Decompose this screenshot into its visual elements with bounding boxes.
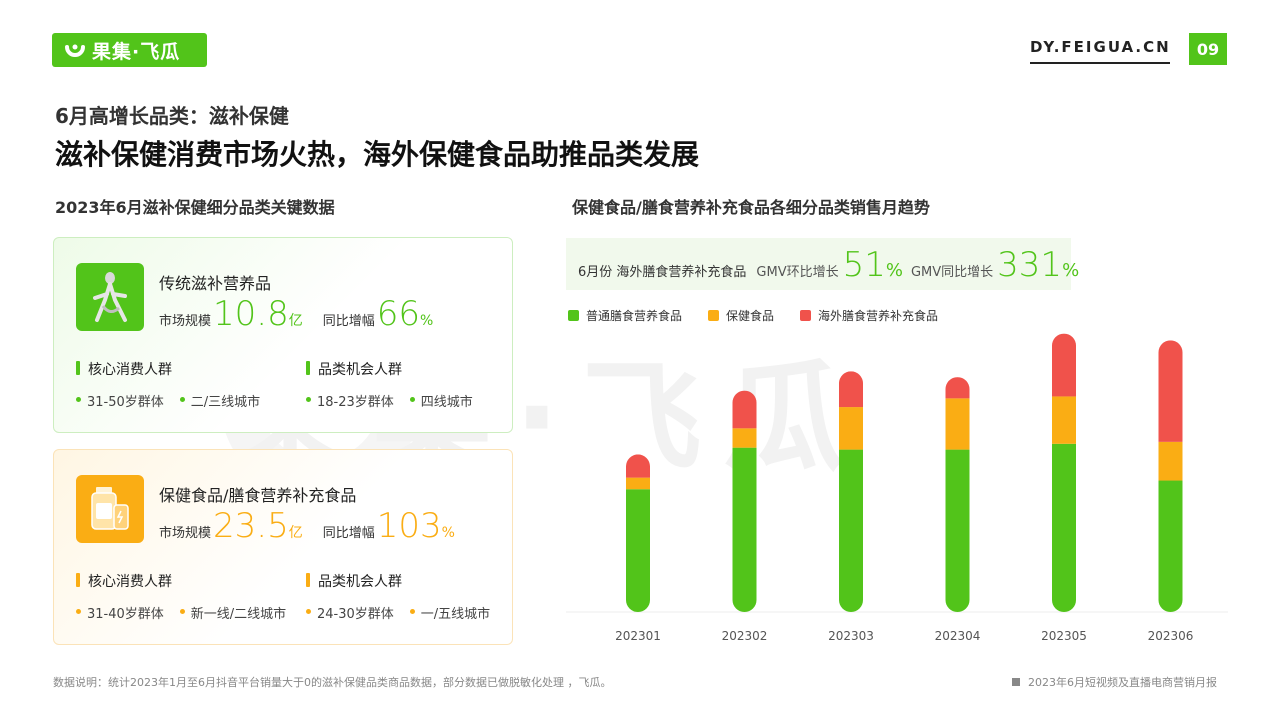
brand-logo[interactable]: 果集·飞瓜 — [52, 33, 207, 67]
growth-value: 103 — [376, 506, 442, 546]
tag: 一/五线城市 — [409, 603, 490, 622]
bar-stack-202301 — [626, 454, 650, 612]
tag: 18-23岁群体 — [306, 391, 394, 410]
growth-label: 同比增幅 — [322, 314, 375, 329]
chart-title: 保健食品/膳食营养补充食品各细分品类销售月趋势 — [572, 198, 930, 217]
bar-202301-series-0 — [626, 489, 650, 612]
page-number: 09 — [1189, 33, 1227, 65]
bar-202303-series-1 — [839, 407, 863, 450]
core-consumer-tags: 31-40岁群体 新一线/二线城市 — [76, 603, 302, 622]
opportunity-consumer-title: 品类机会人群 — [306, 571, 402, 591]
legend-swatch — [568, 310, 579, 321]
category-card-supplements: 保健食品/膳食营养补充食品 市场规模 23.5 亿 同比增幅 103 % 核心消… — [53, 449, 513, 645]
bar-202305-series-2 — [1052, 333, 1076, 397]
card-metrics: 市场规模 23.5 亿 同比增幅 103 % — [159, 506, 475, 546]
chart-legend: 普通膳食营养食品 保健食品 海外膳食营养补充食品 — [568, 307, 964, 324]
bar-202305-series-0 — [1052, 443, 1076, 612]
bar-202303-series-0 — [839, 449, 863, 612]
mom-label: GMV环比增长 — [756, 265, 839, 280]
card-metrics: 市场规模 10.8 亿 同比增幅 66 % — [159, 294, 453, 334]
bar-stack-202302 — [732, 390, 757, 612]
category-card-traditional: 传统滋补营养品 市场规模 10.8 亿 同比增幅 66 % 核心消费人群 品类机… — [53, 237, 513, 433]
bar-stack-202305 — [1052, 333, 1076, 612]
mom-value: 51 — [842, 245, 886, 285]
tag: 新一线/二线城市 — [179, 603, 286, 622]
growth-value: 66 — [376, 294, 420, 334]
bar-202301-series-1 — [626, 477, 650, 490]
opportunity-consumer-tags: 24-30岁群体 一/五线城市 — [306, 603, 506, 622]
market-size-value: 10.8 — [213, 294, 289, 334]
bar-202303-series-2 — [839, 371, 863, 408]
ginseng-icon — [76, 263, 144, 331]
bar-202302-series-0 — [732, 447, 757, 612]
footer-note: 数据说明：统计2023年1月至6月抖音平台销量大于0的滋补保健品类商品数据，部分… — [53, 676, 612, 689]
bar-202304-series-1 — [945, 398, 970, 450]
card-name: 保健食品/膳食营养补充食品 — [159, 486, 357, 505]
legend-label: 保健食品 — [726, 309, 775, 323]
legend-label: 海外膳食营养补充食品 — [818, 309, 939, 323]
market-size-unit: 亿 — [288, 313, 303, 329]
growth-label: 同比增幅 — [322, 526, 375, 541]
tag: 四线城市 — [409, 391, 473, 410]
core-consumer-title: 核心消费人群 — [76, 571, 172, 591]
core-consumer-title: 核心消费人群 — [76, 359, 172, 379]
tag: 31-40岁群体 — [76, 603, 164, 622]
yoy-pct: % — [1062, 260, 1080, 281]
legend-item[interactable]: 保健食品 — [708, 307, 774, 324]
bar-202306-series-2 — [1158, 340, 1183, 442]
x-tick-label: 202301 — [615, 629, 661, 643]
bar-202306-series-0 — [1158, 480, 1183, 612]
yoy-value: 331 — [997, 245, 1063, 285]
tag: 二/三线城市 — [179, 391, 260, 410]
tag: 24-30岁群体 — [306, 603, 394, 622]
footer-report: 2023年6月短视频及直播电商营销月报 — [1012, 674, 1217, 690]
bar-202301-series-2 — [626, 454, 650, 478]
legend-item[interactable]: 普通膳食营养食品 — [568, 307, 682, 324]
card-name: 传统滋补营养品 — [159, 274, 272, 293]
supplement-bottle-icon — [76, 475, 144, 543]
left-section-title: 2023年6月滋补保健细分品类关键数据 — [55, 198, 335, 217]
bar-stack-202304 — [945, 377, 970, 612]
bar-202304-series-0 — [945, 449, 970, 612]
logo-text: 果集·飞瓜 — [92, 40, 181, 63]
opportunity-consumer-title: 品类机会人群 — [306, 359, 402, 379]
market-size-label: 市场规模 — [159, 526, 212, 541]
mom-pct: % — [885, 260, 903, 281]
market-size-value: 23.5 — [213, 506, 289, 546]
bar-202302-series-1 — [732, 428, 757, 448]
x-tick-label: 202302 — [722, 629, 768, 643]
growth-highlight: 6月份 海外膳食营养补充食品 GMV环比增长 51 % GMV同比增长 331 … — [566, 238, 1079, 290]
bar-202306-series-1 — [1158, 441, 1183, 481]
page-title: 滋补保健消费市场火热，海外保健食品助推品类发展 — [55, 138, 700, 171]
site-url[interactable]: DY.FEIGUA.CN — [1030, 38, 1170, 64]
x-tick-label: 202305 — [1041, 629, 1087, 643]
legend-swatch — [708, 310, 720, 321]
legend-item[interactable]: 海外膳食营养补充食品 — [800, 307, 938, 324]
x-tick-label: 202306 — [1148, 629, 1194, 643]
market-size-label: 市场规模 — [159, 314, 212, 329]
bar-202305-series-1 — [1052, 396, 1076, 444]
legend-swatch — [800, 310, 812, 321]
legend-label: 普通膳食营养食品 — [586, 309, 683, 323]
bar-202302-series-2 — [732, 390, 757, 429]
opportunity-consumer-tags: 18-23岁群体 四线城市 — [306, 391, 489, 410]
bar-stack-202303 — [839, 371, 863, 612]
tag: 31-50岁群体 — [76, 391, 164, 410]
core-consumer-tags: 31-50岁群体 二/三线城市 — [76, 391, 276, 410]
growth-unit: % — [441, 525, 455, 541]
yoy-label: GMV同比增长 — [910, 265, 994, 280]
market-size-unit: 亿 — [288, 525, 303, 541]
highlight-text: 6月份 海外膳食营养补充食品 — [578, 265, 747, 280]
x-tick-label: 202303 — [828, 629, 874, 643]
x-tick-label: 202304 — [935, 629, 981, 643]
bar-202304-series-2 — [945, 377, 970, 399]
logo-icon — [65, 44, 85, 57]
stacked-bar-chart: 202301 202302 202303 202304 202305 202306 — [566, 333, 1228, 643]
growth-unit: % — [420, 313, 434, 329]
bar-stack-202306 — [1158, 340, 1183, 612]
page-subtitle: 6月高增长品类：滋补保健 — [55, 104, 289, 128]
